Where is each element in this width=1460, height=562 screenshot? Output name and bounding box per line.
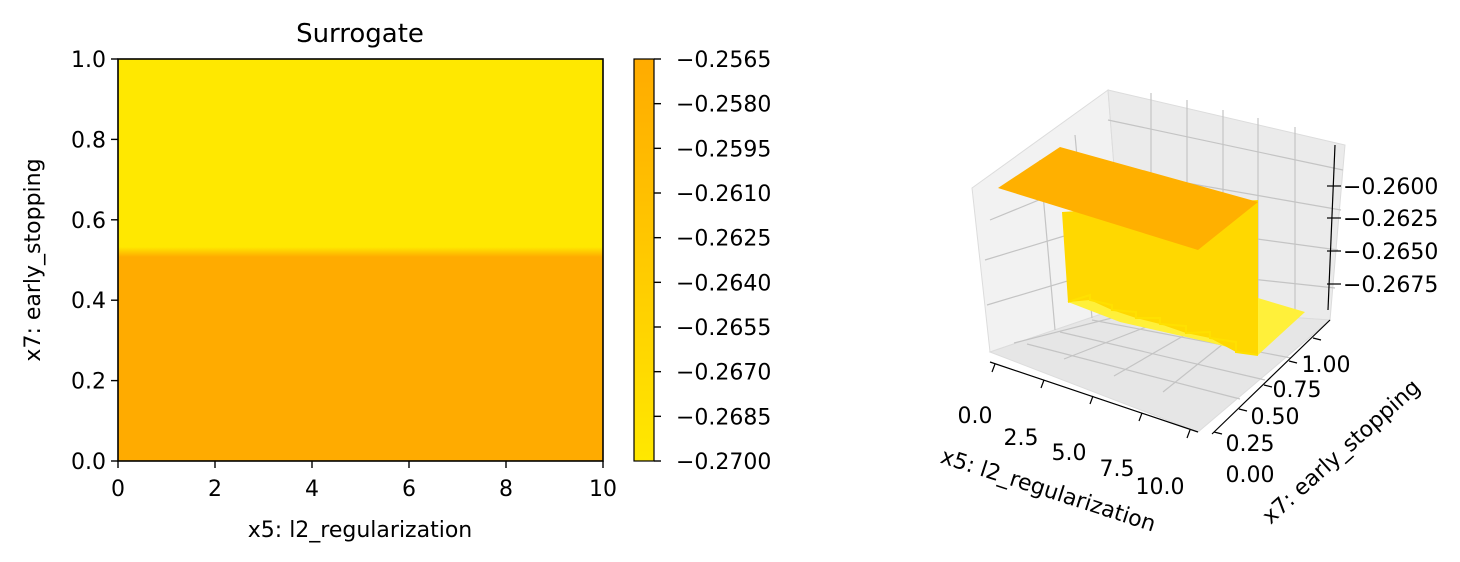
surface-x-tick-mark xyxy=(1138,412,1143,422)
heatmap-x-tick-label: 6 xyxy=(402,477,416,502)
heatmap-y-tick-label: 0.6 xyxy=(71,209,106,234)
colorbar-tick-label: −0.2580 xyxy=(676,93,771,118)
colorbar-tick-label: −0.2625 xyxy=(676,227,771,252)
surface-y-tick-label: 1.00 xyxy=(1302,353,1351,378)
colorbar: −0.2565 −0.2580 −0.2595 −0.2610 −0.2625 −0.26… xyxy=(633,48,771,475)
colorbar-tick-label: −0.2595 xyxy=(676,137,771,162)
colorbar-tick-label: −0.2700 xyxy=(676,450,771,475)
heatmap-y-label: x7: early_stopping xyxy=(21,158,46,361)
surface-y-tick-mark xyxy=(1238,408,1248,412)
surface-z-tick-label: −0.2625 xyxy=(1343,207,1438,232)
heatmap-x-tick-label: 4 xyxy=(305,477,319,502)
colorbar-tick-label: −0.2655 xyxy=(676,316,771,341)
heatmap-y-tick-label: 0.2 xyxy=(71,370,106,395)
surface-x-ticks: 0.0 2.5 5.0 7.510.0 xyxy=(958,363,1191,500)
surface-x-tick-mark xyxy=(1089,395,1094,405)
surface-x-tick-label: 5.0 xyxy=(1052,441,1087,466)
heatmap-y-tick-label: 0.4 xyxy=(71,289,106,314)
surface-y-tick-label: 0.50 xyxy=(1251,405,1300,430)
surface-x-tick-mark xyxy=(991,363,996,373)
surface-z-tick-label: −0.2600 xyxy=(1343,175,1438,200)
heatmap-x-tick-label: 2 xyxy=(208,477,222,502)
colorbar-tick-label: −0.2670 xyxy=(676,361,771,386)
surface3d-panel: 0.0 2.5 5.0 7.510.0 0.00 0.250.500.751.00 −0… xyxy=(937,89,1438,537)
colorbar-tick-label: −0.2640 xyxy=(676,271,771,296)
surface-y-tick-mark xyxy=(1312,337,1322,341)
surface-x-tick-label: 0.0 xyxy=(958,404,993,429)
surface-x-tick-mark xyxy=(1186,429,1191,439)
heatmap-region-1 xyxy=(118,59,603,252)
surface-z-tick-label: −0.2675 xyxy=(1343,273,1438,298)
colorbar-tick-label: −0.2685 xyxy=(676,405,771,430)
colorbar-ticks: −0.2565 −0.2580 −0.2595 −0.2610 −0.2625 −0.26… xyxy=(654,48,771,475)
heatmap-y-tick-label: 1.0 xyxy=(71,48,106,73)
heatmap-transition-band xyxy=(118,246,603,257)
surface-top-plateau xyxy=(998,147,1258,250)
heatmap-frame xyxy=(117,58,604,462)
heatmap-x-ticks: 0 2 4 6 8 10 xyxy=(111,461,617,502)
heatmap-regions xyxy=(118,59,603,461)
heatmap-panel: Surrogate 0 2 4 6 8 10 0.0 0.2 0.4 0.6 0.8 1.0 x5:… xyxy=(21,19,617,543)
heatmap-x-tick-label: 0 xyxy=(111,477,125,502)
surface-y-tick-mark xyxy=(1288,360,1298,364)
surface-z-tick-label: −0.2650 xyxy=(1343,240,1438,265)
heatmap-title: Surrogate xyxy=(296,19,424,49)
surface-y-ticks: 0.00 0.250.500.751.00 xyxy=(1213,337,1351,488)
surface-cliff-edge xyxy=(1067,293,1259,356)
heatmap-x-tick-label: 8 xyxy=(499,477,513,502)
colorbar-tick-label: −0.2565 xyxy=(676,48,771,73)
heatmap-y-tick-label: 0.8 xyxy=(71,128,106,153)
surface-x-tick-label: 10.0 xyxy=(1136,475,1185,500)
surface-z-ticks: −0.2600 −0.2625 −0.2650 −0.2675 xyxy=(1327,175,1438,298)
surface-x-tick-label: 2.5 xyxy=(1004,426,1039,451)
heatmap-y-tick-label: 0.0 xyxy=(71,450,106,475)
heatmap-x-tick-label: 10 xyxy=(589,477,617,502)
surface-y-tick-label: 0.25 xyxy=(1226,432,1275,457)
heatmap-region-0 xyxy=(118,251,603,461)
heatmap-y-ticks: 0.0 0.2 0.4 0.6 0.8 1.0 xyxy=(71,48,118,475)
colorbar-tick-label: −0.2610 xyxy=(676,182,771,207)
y-axis-line xyxy=(1211,319,1331,435)
surface-x-tick-mark xyxy=(1040,379,1045,389)
heatmap-x-label: x5: l2_regularization xyxy=(248,518,472,543)
x-axis-line xyxy=(989,361,1199,433)
colorbar-gradient xyxy=(633,58,655,462)
surface-y-tick-label: 0.00 xyxy=(1226,463,1275,488)
surface-y-tick-mark xyxy=(1213,431,1223,435)
surface-y-tick-mark xyxy=(1263,384,1273,388)
surface-y-tick-label: 0.75 xyxy=(1273,378,1322,403)
surface-x-tick-label: 7.5 xyxy=(1100,457,1135,482)
z-axis-line xyxy=(1327,144,1336,311)
